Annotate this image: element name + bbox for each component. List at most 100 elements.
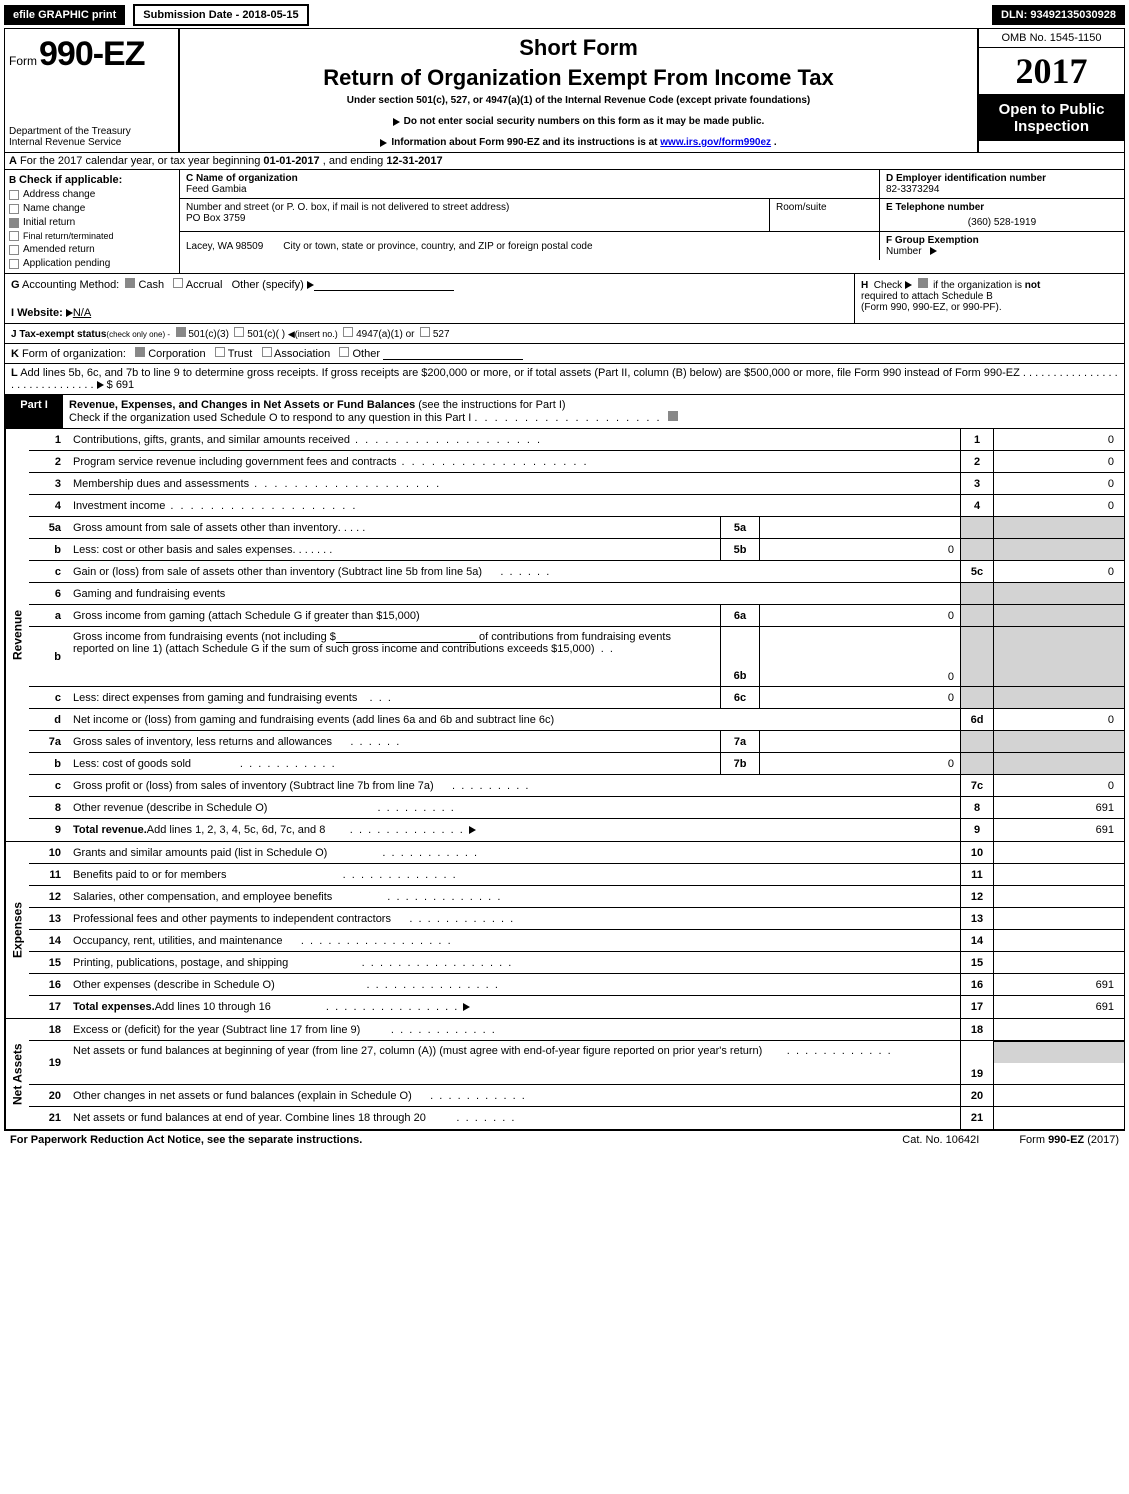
line-desc: Other expenses (describe in Schedule O) [73, 979, 275, 991]
end-val: 0 [994, 775, 1124, 796]
end-val [994, 1019, 1124, 1040]
end-val: 691 [994, 974, 1124, 995]
end-val-shade [994, 583, 1124, 604]
mid-val [760, 731, 960, 752]
checkbox-527[interactable] [420, 327, 430, 337]
checkbox-trust[interactable] [215, 347, 225, 357]
checkbox-corporation[interactable] [135, 347, 145, 357]
tax-year: 2017 [979, 48, 1124, 95]
line-num: 8 [29, 797, 67, 818]
end-num: 6d [960, 709, 994, 730]
end-val-shade [994, 687, 1124, 708]
omb-number: OMB No. 1545-1150 [979, 29, 1124, 48]
line-desc: Less: direct expenses from gaming and fu… [73, 692, 357, 704]
dept-line-2: Internal Revenue Service [9, 137, 174, 148]
label-B: B [9, 175, 16, 186]
under-section-text: Under section 501(c), 527, or 4947(a)(1)… [347, 95, 810, 106]
checkbox-4947a1[interactable] [343, 327, 353, 337]
line-desc: Other revenue (describe in Schedule O) [73, 802, 267, 814]
j-o2b: (insert no.) [295, 329, 338, 339]
checkbox-amended-return[interactable] [9, 245, 19, 255]
end-val [994, 1085, 1124, 1106]
arrow-line-1: Do not enter social security numbers on … [393, 116, 765, 127]
checkbox-application-pending[interactable] [9, 259, 19, 269]
col-c-d-e-f: C Name of organization Feed Gambia D Emp… [180, 170, 1124, 273]
end-num: 7c [960, 775, 994, 796]
line-num: 16 [29, 974, 67, 995]
end-val [994, 842, 1124, 863]
arrow-icon [97, 381, 104, 389]
catalog-number: Cat. No. 10642I [862, 1134, 1019, 1146]
line-num: 6 [29, 583, 67, 604]
checkbox-schedule-o-used[interactable] [668, 411, 678, 421]
checkbox-schedule-b-not-required[interactable] [918, 278, 928, 288]
mid-num: 6b [720, 627, 760, 686]
line-desc: Less: cost of goods sold [73, 758, 191, 770]
open-line1: Open to Public [981, 101, 1122, 118]
checkbox-association[interactable] [262, 347, 272, 357]
street-label: Number and street (or P. O. box, if mail… [186, 202, 763, 213]
checkbox-other-org[interactable] [339, 347, 349, 357]
line-num: c [29, 561, 67, 582]
line-desc: Net assets or fund balances at end of ye… [73, 1112, 426, 1124]
row-j-tax-exempt: J Tax-exempt status(check only one) - 50… [4, 324, 1125, 344]
line-num: c [29, 775, 67, 796]
end-num-shade [960, 731, 994, 752]
l-amount: $ 691 [107, 379, 135, 391]
row-k-form-of-org: K Form of organization: Corporation Trus… [4, 344, 1125, 364]
c-label: C Name of organization [186, 173, 873, 184]
end-val [994, 864, 1124, 885]
label-L: L [11, 367, 18, 379]
end-val: 691 [994, 996, 1124, 1018]
instructions-link[interactable]: www.irs.gov/form990ez [660, 137, 771, 148]
ein-value: 82-3373294 [886, 184, 1118, 195]
end-num-shade [960, 753, 994, 774]
form-header: Form 990-EZ Department of the Treasury I… [4, 28, 1125, 153]
arrow1-text: Do not enter social security numbers on … [404, 116, 765, 127]
checkbox-address-change[interactable] [9, 190, 19, 200]
other-org-field[interactable] [383, 348, 523, 360]
j-o1: 501(c)(3) [188, 329, 229, 340]
col-b-checkboxes: B Check if applicable: Address change Na… [5, 170, 180, 273]
mid-val: 0 [760, 627, 960, 686]
line-desc: Program service revenue including govern… [73, 456, 589, 468]
line-num: 14 [29, 930, 67, 951]
fundraising-amount-field[interactable] [336, 631, 476, 643]
end-num: 13 [960, 908, 994, 929]
checkbox-501c3[interactable] [176, 327, 186, 337]
end-num: 21 [960, 1107, 994, 1129]
org-name: Feed Gambia [186, 184, 873, 195]
row-a-pre: For the 2017 calendar year, or tax year … [20, 155, 263, 167]
end-val-shade [994, 1041, 1124, 1063]
d-label: D Employer identification number [886, 173, 1118, 184]
line-desc-9-rest: Add lines 1, 2, 3, 4, 5c, 6d, 7c, and 8 [147, 824, 326, 836]
line-num: 18 [29, 1019, 67, 1040]
end-val: 0 [994, 429, 1124, 450]
end-num: 11 [960, 864, 994, 885]
checkbox-name-change[interactable] [9, 204, 19, 214]
checkbox-initial-return[interactable] [9, 218, 19, 228]
line-num: d [29, 709, 67, 730]
line-desc-bold: Total expenses. [73, 1001, 155, 1013]
end-num: 16 [960, 974, 994, 995]
end-val: 0 [994, 495, 1124, 516]
phone-value: (360) 528-1919 [886, 217, 1118, 228]
row-a-tax-year: A For the 2017 calendar year, or tax yea… [4, 153, 1125, 170]
checkbox-501c[interactable] [234, 327, 244, 337]
chk-label-2: Initial return [23, 217, 75, 228]
line-desc: Gaming and fundraising events [73, 588, 225, 600]
radio-cash[interactable] [125, 278, 135, 288]
arrow2-post: . [774, 137, 777, 148]
checkbox-final-return[interactable] [9, 231, 19, 241]
line-num: 17 [29, 996, 67, 1018]
h-schedule-b: H Check if the organization is not requi… [854, 274, 1124, 323]
label-K: K [11, 348, 19, 360]
line-num: b [29, 627, 67, 686]
other-specify-field[interactable] [314, 279, 454, 291]
end-val: 691 [994, 819, 1124, 841]
j-o2: 501(c)( ) [247, 329, 285, 340]
open-line2: Inspection [981, 118, 1122, 135]
efile-print-button[interactable]: efile GRAPHIC print [4, 5, 125, 25]
radio-accrual[interactable] [173, 278, 183, 288]
part-1-title-small: (see the instructions for Part I) [418, 399, 565, 411]
